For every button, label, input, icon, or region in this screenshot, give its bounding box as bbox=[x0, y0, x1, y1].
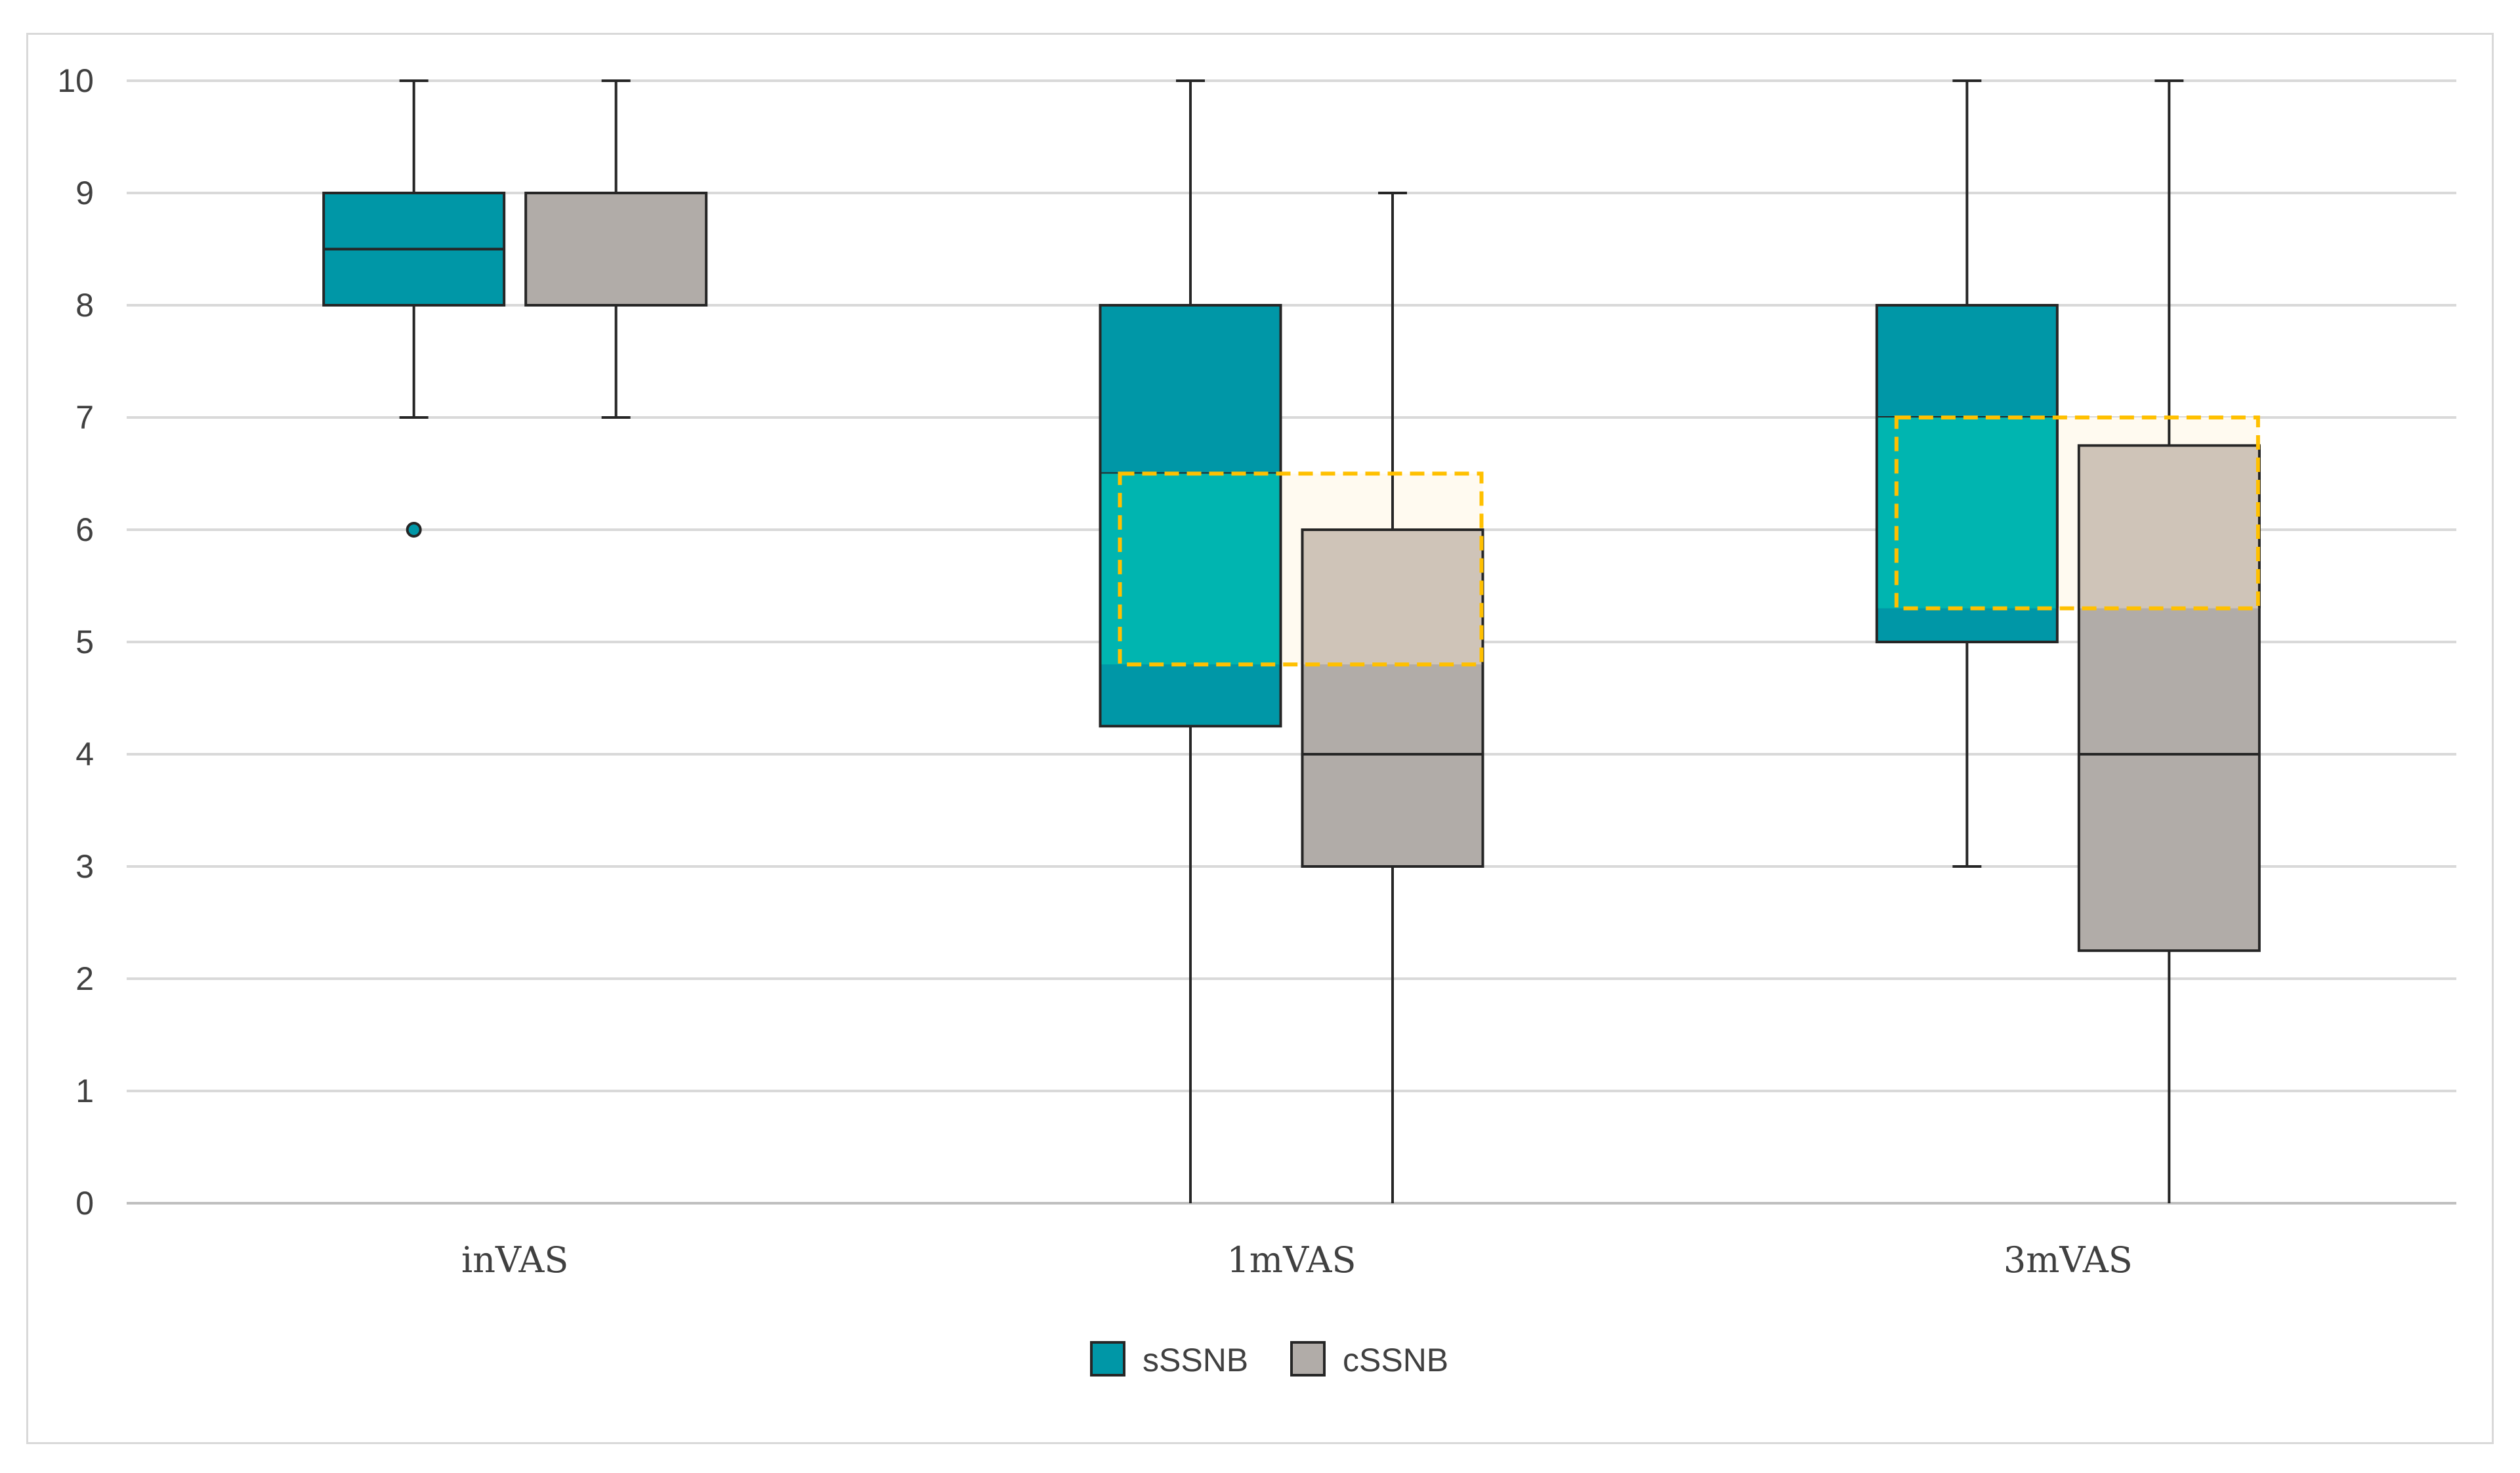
y-tick-label: 0 bbox=[75, 1185, 94, 1222]
box-cSSNB-1mVAS bbox=[1301, 192, 1484, 1203]
highlight-fill-sSSNB bbox=[1101, 473, 1281, 665]
outlier-point bbox=[406, 522, 422, 538]
legend-label: cSSNB bbox=[1343, 1342, 1448, 1378]
highlight-regions bbox=[1101, 416, 2261, 667]
legend-label: sSSNB bbox=[1143, 1342, 1248, 1378]
y-axis-ticks: 0 1 2 3 4 5 6 7 8 9 10 bbox=[57, 62, 94, 1222]
x-axis-categories: inVAS 1mVAS 3mVAS bbox=[461, 1239, 2133, 1281]
highlight-region-1mVAS bbox=[1101, 471, 1484, 667]
legend-item-sSSNB: sSSNB bbox=[1090, 1341, 1248, 1378]
legend: sSSNB cSSNB bbox=[1090, 1341, 1448, 1378]
box-plot-chart: 0 1 2 3 4 5 6 7 8 9 10 inVAS 1mVAS 3mVAS sSSNB cSSNB bbox=[57, 62, 2456, 1378]
highlight-outline bbox=[1118, 471, 1484, 667]
highlight-fill-cSSNB bbox=[1303, 531, 1483, 665]
x-category-label: inVAS bbox=[461, 1239, 568, 1281]
highlight-outline bbox=[1894, 416, 2260, 610]
highlight-fill-cSSNB bbox=[2080, 446, 2259, 608]
x-category-label: 3mVAS bbox=[2004, 1239, 2133, 1281]
y-tick-label: 10 bbox=[57, 62, 94, 99]
y-tick-label: 3 bbox=[75, 848, 94, 885]
highlight-fill-sSSNB bbox=[1878, 417, 2057, 608]
y-tick-label: 2 bbox=[75, 960, 94, 997]
box-cSSNB-3mVAS bbox=[2077, 79, 2261, 1203]
x-category-label: 1mVAS bbox=[1227, 1239, 1356, 1281]
legend-item-cSSNB: cSSNB bbox=[1290, 1341, 1448, 1378]
legend-swatch bbox=[1290, 1341, 1326, 1377]
box-body bbox=[524, 192, 708, 307]
y-tick-label: 4 bbox=[75, 736, 94, 773]
highlight-region-3mVAS bbox=[1878, 416, 2261, 610]
y-tick-label: 8 bbox=[75, 287, 94, 324]
y-tick-label: 6 bbox=[75, 511, 94, 548]
y-tick-label: 7 bbox=[75, 399, 94, 436]
y-tick-label: 5 bbox=[75, 624, 94, 660]
y-tick-label: 1 bbox=[75, 1073, 94, 1109]
legend-swatch bbox=[1090, 1341, 1125, 1377]
y-tick-label: 9 bbox=[75, 175, 94, 211]
chart-frame: 0 1 2 3 4 5 6 7 8 9 10 inVAS 1mVAS 3mVAS sSSNB cSSNB bbox=[26, 33, 2494, 1444]
box-sSSNB-inVAS bbox=[322, 79, 506, 538]
box-cSSNB-inVAS bbox=[524, 79, 708, 419]
